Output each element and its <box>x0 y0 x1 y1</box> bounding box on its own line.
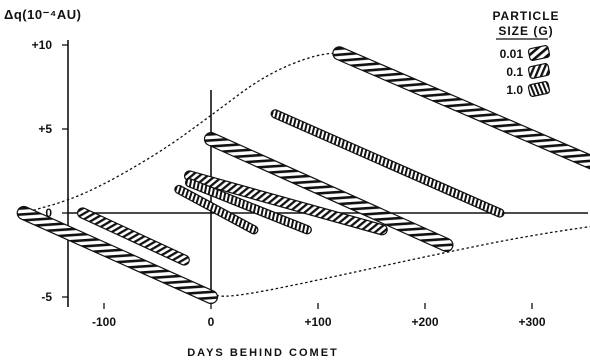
particle-band-0_01 <box>203 131 454 253</box>
particle-band-0_01 <box>332 46 590 221</box>
particle-band-1_0 <box>185 178 312 235</box>
envelope-layer <box>23 52 590 297</box>
legend-entry-label: 1.0 <box>506 83 523 97</box>
legend-entry-label: 0.1 <box>506 65 523 79</box>
legend-swatch <box>527 45 551 61</box>
particle-band-1_0 <box>174 184 259 235</box>
particle-band-0_01 <box>16 205 219 305</box>
x-tick-label: +100 <box>304 315 331 329</box>
x-tick-label: +300 <box>518 315 545 329</box>
legend-title-line1: PARTICLE <box>492 9 559 23</box>
bands-layer <box>16 46 590 305</box>
particle-band-0_1 <box>184 170 388 236</box>
y-axis-label: Δq(10⁻⁴AU) <box>4 7 81 22</box>
envelope-lower <box>23 212 590 297</box>
x-axis-label: DAYS BEHIND COMET <box>187 347 339 359</box>
y-tick-label: +5 <box>38 122 52 136</box>
legend-swatch <box>527 63 551 79</box>
particle-band-1_0 <box>270 109 505 218</box>
y-tick-label: +10 <box>32 38 53 52</box>
legend: PARTICLE SIZE (G) 0.01 0.1 1.0 <box>492 9 559 97</box>
x-tick-label: -100 <box>92 315 116 329</box>
legend-title-line2: SIZE (G) <box>498 24 553 38</box>
envelope-upper <box>23 52 351 214</box>
legend-swatch <box>527 81 551 97</box>
y-tick-label: -5 <box>41 290 52 304</box>
x-tick-label: +200 <box>411 315 438 329</box>
particle-band-0_1 <box>76 207 190 266</box>
x-tick-label: 0 <box>208 315 215 329</box>
legend-entry-label: 0.01 <box>500 47 524 61</box>
y-tick-label: 0 <box>45 206 52 220</box>
